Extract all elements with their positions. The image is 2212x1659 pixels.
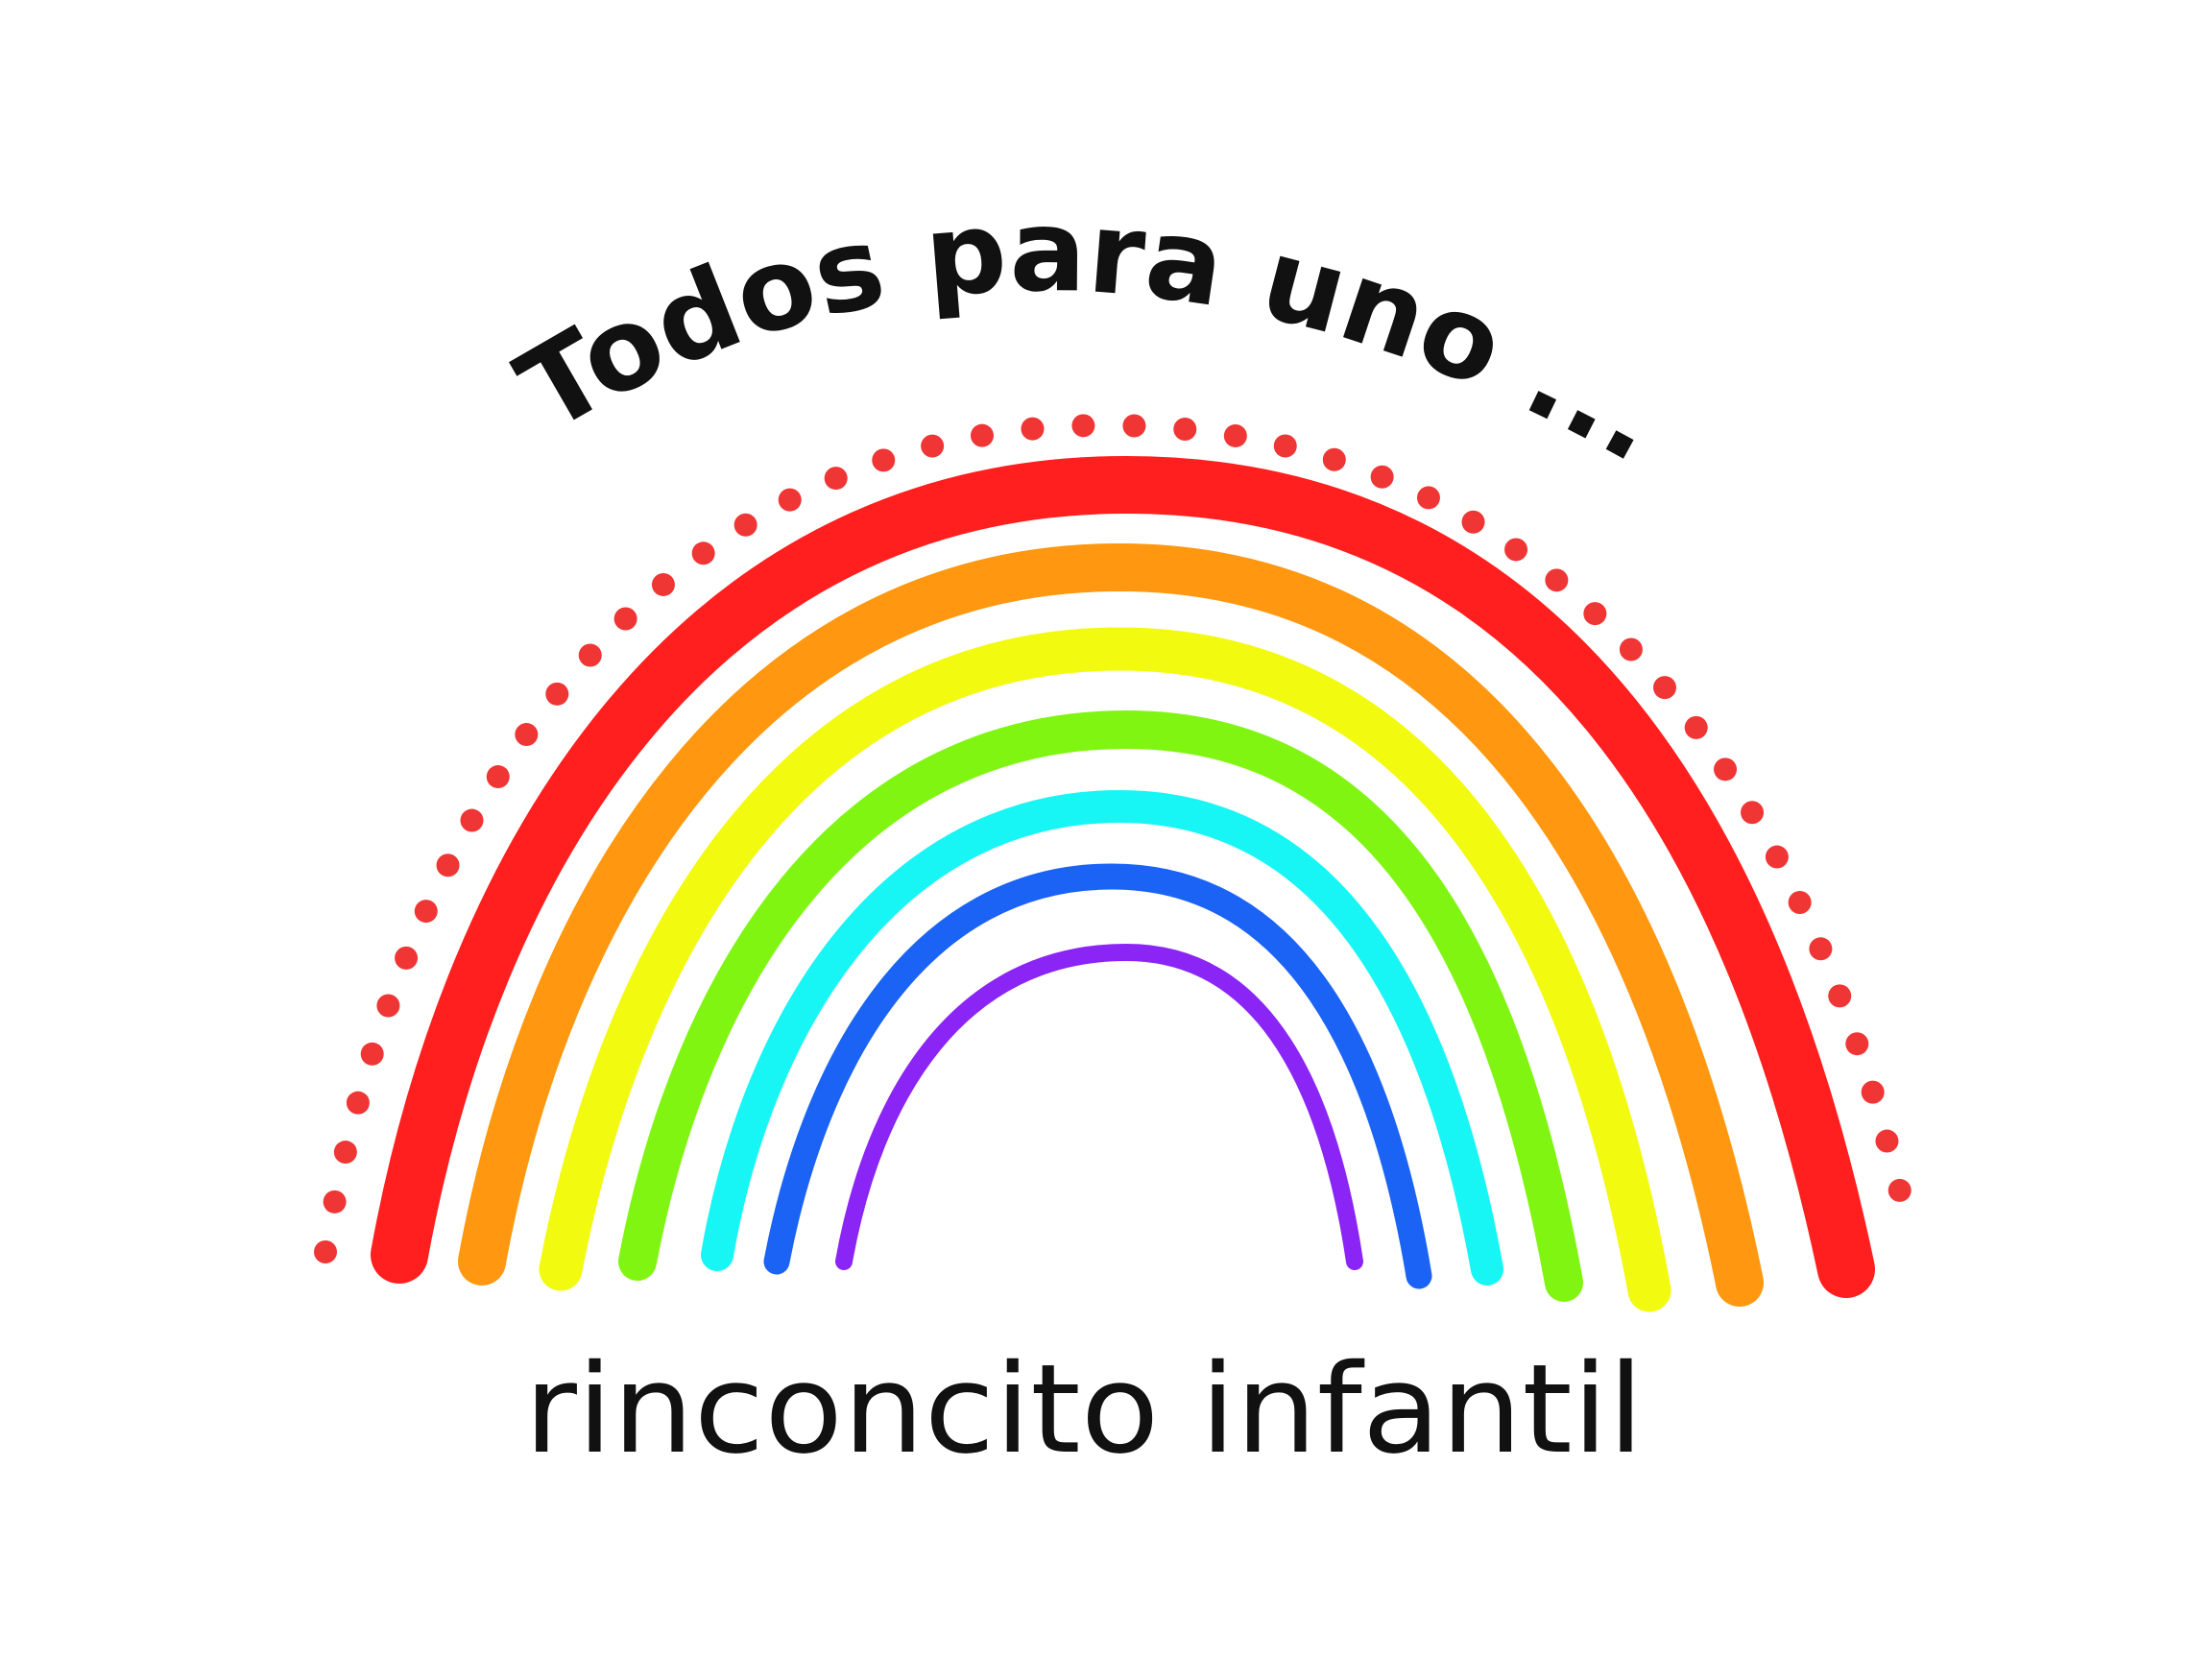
purple-band: [835, 943, 1363, 1270]
blue-band: [763, 863, 1432, 1289]
subtitle: rinconcito infantil: [524, 1338, 1644, 1481]
cyan-band: [701, 789, 1503, 1286]
green-band: [618, 709, 1583, 1302]
red-band: [371, 455, 1875, 1298]
dotted-arc: [314, 413, 1922, 1263]
orange-band: [458, 542, 1764, 1307]
yellow-band: [539, 627, 1671, 1312]
